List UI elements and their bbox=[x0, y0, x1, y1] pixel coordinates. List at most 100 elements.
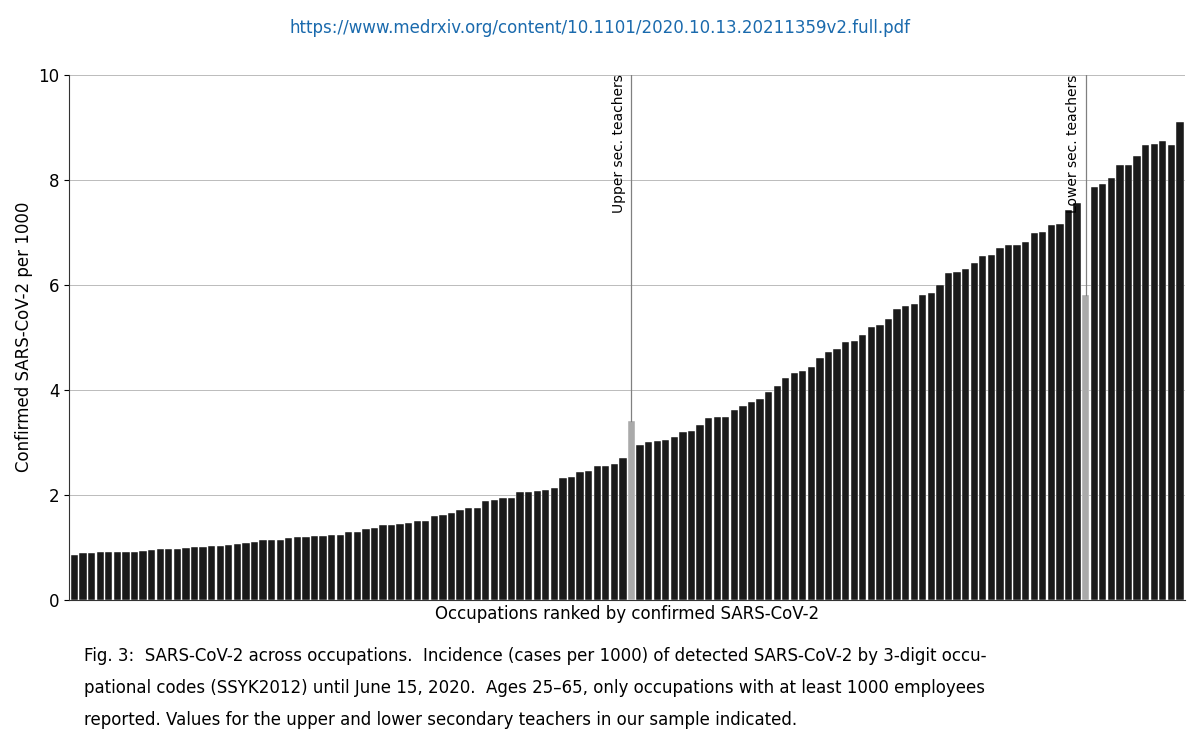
Bar bbox=[294, 538, 301, 600]
Bar bbox=[379, 525, 386, 600]
Bar bbox=[156, 549, 164, 600]
Bar bbox=[466, 508, 473, 600]
Bar bbox=[114, 552, 121, 600]
Bar bbox=[79, 553, 86, 600]
Bar bbox=[319, 536, 326, 600]
Bar bbox=[704, 418, 713, 600]
Bar bbox=[71, 555, 78, 600]
Bar bbox=[542, 490, 550, 600]
Bar bbox=[902, 306, 910, 600]
Bar bbox=[911, 304, 918, 600]
Bar bbox=[191, 547, 198, 600]
Bar bbox=[1099, 184, 1106, 600]
Bar bbox=[1108, 178, 1115, 600]
Bar bbox=[259, 541, 266, 600]
Bar bbox=[859, 335, 866, 600]
Bar bbox=[619, 458, 626, 600]
Bar bbox=[1039, 232, 1046, 600]
Bar bbox=[688, 431, 695, 600]
Bar bbox=[1004, 246, 1012, 600]
Bar bbox=[851, 341, 858, 600]
Bar bbox=[679, 433, 686, 600]
Bar bbox=[302, 537, 310, 600]
Bar bbox=[971, 264, 978, 600]
Bar bbox=[774, 387, 781, 600]
Bar bbox=[654, 441, 661, 600]
Bar bbox=[148, 550, 155, 600]
Bar bbox=[328, 535, 335, 600]
Bar bbox=[628, 421, 635, 600]
Bar bbox=[799, 371, 806, 600]
Bar bbox=[336, 535, 344, 600]
Bar bbox=[371, 528, 378, 600]
Bar bbox=[131, 552, 138, 600]
Bar bbox=[988, 255, 995, 600]
Bar bbox=[611, 464, 618, 600]
Bar bbox=[388, 525, 395, 600]
Bar bbox=[576, 472, 583, 600]
Bar bbox=[731, 410, 738, 600]
Bar bbox=[824, 351, 832, 600]
Bar bbox=[808, 367, 815, 600]
Bar bbox=[1151, 143, 1158, 600]
Bar bbox=[756, 400, 763, 600]
Text: Fig. 3:  SARS-CoV-2 across occupations.  Incidence (cases per 1000) of detected : Fig. 3: SARS-CoV-2 across occupations. I… bbox=[84, 647, 986, 665]
Bar bbox=[936, 285, 943, 600]
Bar bbox=[1124, 164, 1132, 600]
Bar bbox=[1031, 233, 1038, 600]
Bar bbox=[97, 552, 104, 600]
Bar bbox=[499, 499, 506, 600]
Bar bbox=[764, 391, 773, 600]
Bar bbox=[816, 358, 823, 600]
Bar bbox=[636, 445, 643, 600]
Bar bbox=[842, 342, 850, 600]
Bar bbox=[834, 349, 841, 600]
Bar bbox=[362, 529, 370, 600]
Y-axis label: Confirmed SARS-CoV-2 per 1000: Confirmed SARS-CoV-2 per 1000 bbox=[16, 202, 34, 472]
Bar bbox=[174, 549, 181, 600]
Bar bbox=[346, 532, 353, 600]
Bar bbox=[414, 521, 421, 600]
Bar bbox=[748, 402, 755, 600]
Bar bbox=[868, 327, 875, 600]
Bar bbox=[876, 325, 883, 600]
Bar bbox=[1022, 242, 1030, 600]
Bar bbox=[431, 517, 438, 600]
Bar bbox=[919, 295, 926, 600]
Bar bbox=[526, 492, 533, 600]
Text: pational codes (SSYK2012) until June 15, 2020.  Ages 25–65, only occupations wit: pational codes (SSYK2012) until June 15,… bbox=[84, 679, 985, 697]
Bar bbox=[439, 514, 446, 600]
Bar bbox=[182, 547, 190, 600]
Bar bbox=[139, 551, 146, 600]
Bar bbox=[482, 501, 490, 600]
Bar bbox=[696, 425, 703, 600]
Bar bbox=[516, 493, 523, 600]
Bar bbox=[208, 546, 215, 600]
Bar bbox=[199, 547, 206, 600]
Text: https://www.medrxiv.org/content/10.1101/2020.10.13.20211359v2.full.pdf: https://www.medrxiv.org/content/10.1101/… bbox=[289, 19, 911, 37]
Bar bbox=[474, 508, 481, 600]
Bar bbox=[884, 319, 892, 600]
Bar bbox=[1073, 203, 1081, 600]
Bar bbox=[311, 536, 318, 600]
Bar bbox=[714, 417, 721, 600]
Bar bbox=[508, 497, 515, 600]
Bar bbox=[586, 471, 593, 600]
Bar bbox=[1048, 225, 1055, 600]
Bar bbox=[234, 544, 241, 600]
Bar bbox=[286, 538, 293, 600]
Text: reported. Values for the upper and lower secondary teachers in our sample indica: reported. Values for the upper and lower… bbox=[84, 711, 797, 729]
Bar bbox=[782, 378, 790, 600]
Bar bbox=[568, 477, 575, 600]
Bar bbox=[996, 248, 1003, 600]
Bar bbox=[962, 269, 970, 600]
Bar bbox=[406, 523, 413, 600]
Bar bbox=[1133, 155, 1141, 600]
Bar bbox=[954, 272, 961, 600]
Bar bbox=[396, 524, 403, 600]
Bar bbox=[602, 466, 610, 600]
Bar bbox=[456, 509, 463, 600]
Bar bbox=[551, 488, 558, 600]
Bar bbox=[1142, 146, 1150, 600]
Bar bbox=[979, 256, 986, 600]
